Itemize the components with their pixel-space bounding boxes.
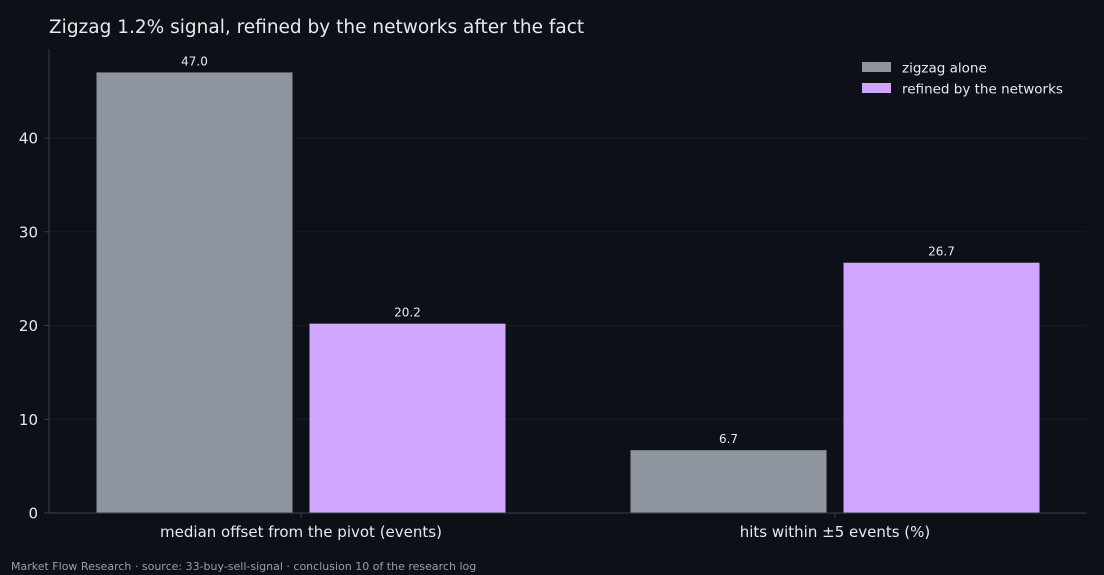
legend-label: refined by the networks <box>902 82 1063 98</box>
legend-swatch <box>862 62 891 72</box>
bar-value-label: 26.7 <box>928 245 955 259</box>
y-tick-label: 30 <box>19 223 38 241</box>
chart-title: Zigzag 1.2% signal, refined by the netwo… <box>49 17 584 38</box>
y-tick-label: 0 <box>28 505 38 523</box>
bar-value-label: 6.7 <box>719 432 738 446</box>
bar <box>96 72 293 514</box>
y-tick-label: 20 <box>19 317 38 335</box>
bar <box>630 450 827 513</box>
bar <box>843 262 1040 513</box>
x-tick-label: hits within ±5 events (%) <box>740 523 931 541</box>
y-tick-label: 10 <box>19 411 38 429</box>
labels-layer: 0 10 20 30 40 47.0 20.2 median offset from the … <box>19 54 955 541</box>
bar-value-label: 47.0 <box>181 54 208 68</box>
bar-value-label: 20.2 <box>394 306 421 320</box>
legend-swatch <box>862 83 891 93</box>
x-tick-label: median offset from the pivot (events) <box>160 523 442 541</box>
footer-note: Market Flow Research · source: 33-buy-se… <box>11 560 476 573</box>
axes <box>44 49 1087 518</box>
legend: zigzag alone refined by the networks <box>862 61 1063 98</box>
legend-label: zigzag alone <box>902 61 987 77</box>
y-tick-label: 40 <box>19 130 38 148</box>
bar <box>309 323 506 513</box>
bars-layer <box>96 72 1040 514</box>
